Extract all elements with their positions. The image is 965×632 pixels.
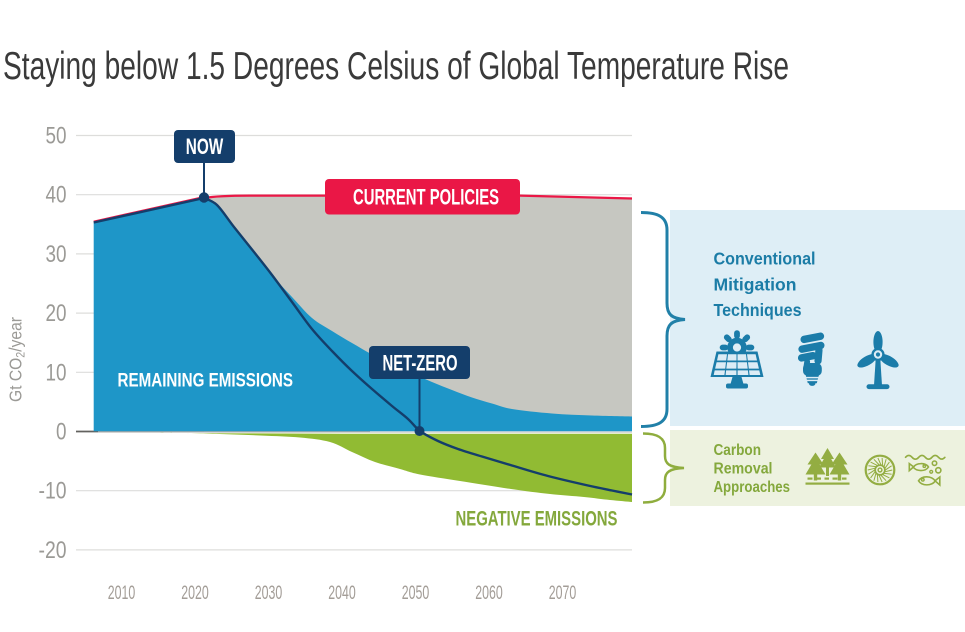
svg-text:-20: -20 [39, 537, 67, 564]
svg-text:Techniques: Techniques [714, 300, 802, 320]
svg-text:40: 40 [46, 182, 67, 209]
svg-text:2040: 2040 [328, 582, 356, 604]
svg-text:Mitigation: Mitigation [714, 274, 797, 294]
svg-text:Staying below 1.5 Degrees Cels: Staying below 1.5 Degrees Celsius of Glo… [3, 45, 789, 88]
svg-text:10: 10 [46, 359, 67, 386]
svg-text:Carbon: Carbon [714, 442, 762, 459]
svg-text:2020: 2020 [181, 582, 209, 604]
svg-text:Gt CO2/year: Gt CO2/year [6, 317, 28, 402]
svg-text:2030: 2030 [255, 582, 283, 604]
svg-text:REMAINING EMISSIONS: REMAINING EMISSIONS [118, 370, 294, 392]
svg-text:NOW: NOW [186, 134, 224, 159]
svg-text:2060: 2060 [475, 582, 503, 604]
svg-text:2050: 2050 [402, 582, 430, 604]
svg-text:0: 0 [56, 419, 67, 446]
svg-text:20: 20 [46, 300, 67, 327]
svg-text:NEGATIVE EMISSIONS: NEGATIVE EMISSIONS [456, 507, 618, 530]
svg-text:2010: 2010 [108, 582, 136, 604]
svg-text:30: 30 [46, 241, 67, 268]
svg-text:CURRENT POLICIES: CURRENT POLICIES [353, 185, 499, 210]
svg-text:-10: -10 [39, 478, 67, 505]
svg-text:50: 50 [46, 123, 67, 150]
svg-text:Removal: Removal [714, 461, 773, 478]
svg-text:NET-ZERO: NET-ZERO [383, 350, 458, 375]
svg-text:2070: 2070 [549, 582, 577, 604]
svg-text:Approaches: Approaches [714, 479, 791, 496]
svg-text:Conventional: Conventional [714, 249, 816, 269]
